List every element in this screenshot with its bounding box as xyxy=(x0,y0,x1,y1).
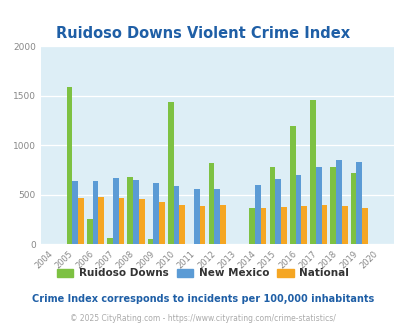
Bar xyxy=(289,126,295,244)
Bar xyxy=(159,202,164,244)
Bar xyxy=(98,197,104,244)
Bar xyxy=(113,178,118,244)
Bar xyxy=(208,163,214,244)
Bar xyxy=(295,175,301,244)
Bar xyxy=(107,238,113,244)
Bar xyxy=(315,167,321,244)
Bar xyxy=(194,189,199,244)
Bar xyxy=(335,160,341,244)
Text: Crime Index corresponds to incidents per 100,000 inhabitants: Crime Index corresponds to incidents per… xyxy=(32,294,373,304)
Text: © 2025 CityRating.com - https://www.cityrating.com/crime-statistics/: © 2025 CityRating.com - https://www.city… xyxy=(70,314,335,323)
Bar xyxy=(356,161,361,244)
Bar xyxy=(321,205,326,244)
Bar xyxy=(350,173,356,244)
Bar xyxy=(249,208,254,244)
Bar xyxy=(254,185,260,244)
Bar xyxy=(127,177,133,244)
Bar xyxy=(330,167,335,244)
Bar xyxy=(214,189,220,244)
Bar xyxy=(153,183,159,244)
Bar xyxy=(275,180,280,244)
Bar xyxy=(309,100,315,244)
Bar xyxy=(269,168,275,244)
Bar xyxy=(72,181,78,244)
Bar xyxy=(361,208,367,244)
Bar xyxy=(301,206,306,244)
Bar xyxy=(220,205,225,244)
Bar xyxy=(341,206,347,244)
Bar xyxy=(66,87,72,244)
Bar xyxy=(173,186,179,244)
Bar xyxy=(139,199,144,244)
Bar xyxy=(147,239,153,244)
Bar xyxy=(260,208,266,244)
Bar xyxy=(118,198,124,244)
Bar xyxy=(280,207,286,244)
Bar xyxy=(87,219,92,244)
Bar xyxy=(133,180,139,244)
Bar xyxy=(78,198,83,244)
Bar xyxy=(92,181,98,244)
Bar xyxy=(199,206,205,244)
Text: Ruidoso Downs Violent Crime Index: Ruidoso Downs Violent Crime Index xyxy=(56,25,349,41)
Bar xyxy=(168,102,173,244)
Legend: Ruidoso Downs, New Mexico, National: Ruidoso Downs, New Mexico, National xyxy=(53,264,352,282)
Bar xyxy=(179,205,185,244)
